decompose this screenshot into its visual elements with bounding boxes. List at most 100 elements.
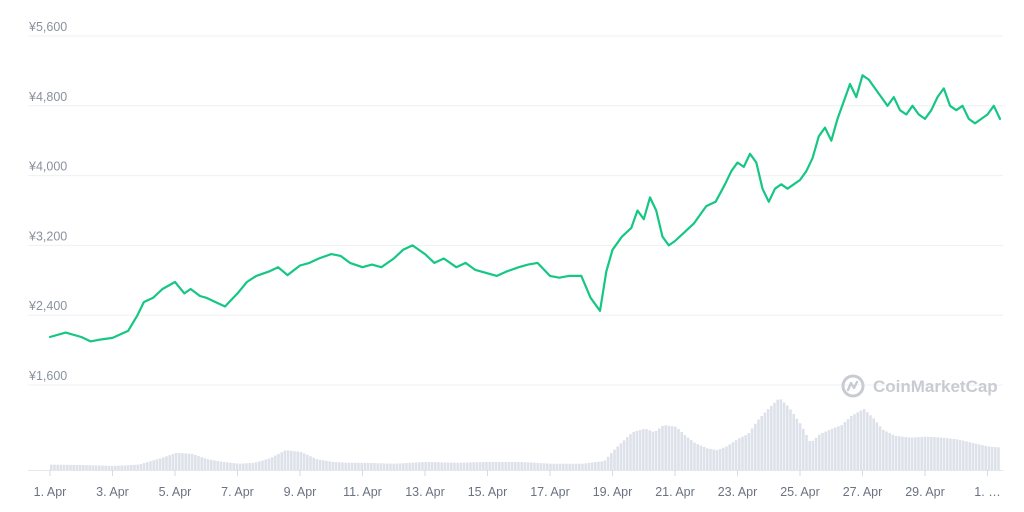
volume-bar: [670, 426, 674, 470]
volume-bar: [622, 440, 626, 470]
volume-bar: [581, 463, 584, 470]
volume-bar: [731, 442, 735, 470]
volume-bar: [472, 462, 475, 470]
volume-bar: [821, 432, 824, 470]
volume-bar: [126, 465, 130, 470]
volume-bar: [123, 465, 127, 470]
volume-bar: [386, 463, 389, 470]
volume-bar: [418, 462, 421, 470]
volume-bar: [536, 462, 539, 470]
volume-bar: [91, 465, 95, 470]
y-tick-label: ¥5,600: [28, 20, 67, 34]
volume-bar: [754, 423, 757, 470]
volume-bar: [440, 462, 443, 470]
volume-bar: [808, 441, 811, 470]
volume-bar: [728, 444, 731, 470]
volume-bar: [997, 447, 1000, 470]
volume-bar: [366, 462, 370, 470]
volume-bar: [814, 437, 818, 470]
volume-bar: [379, 463, 383, 470]
volume-bar: [837, 426, 840, 470]
volume-bar: [933, 437, 936, 470]
volume-bar: [302, 453, 306, 470]
volume-bar: [782, 402, 786, 470]
volume-bar: [917, 437, 920, 470]
volume-bar: [862, 409, 866, 470]
volume-bar: [939, 437, 943, 470]
volume-bar: [219, 461, 223, 470]
volume-bar: [56, 464, 59, 470]
volume-bar: [395, 463, 399, 470]
volume-bar: [206, 459, 210, 470]
volume-bar: [437, 462, 440, 470]
volume-bar: [488, 461, 491, 470]
volume-bar: [245, 463, 248, 470]
volume-bar: [645, 429, 648, 470]
volume-bar: [274, 455, 277, 470]
volume-bar: [962, 440, 965, 470]
volume-bar: [898, 436, 901, 470]
volume-bar: [296, 451, 299, 470]
volume-bar: [974, 443, 978, 470]
volume-bar: [210, 459, 213, 470]
volume-bar: [978, 444, 981, 470]
volume-bar: [936, 437, 939, 470]
volume-bar: [267, 458, 271, 470]
volume-bar: [648, 430, 651, 470]
volume-bar: [866, 412, 869, 470]
volume-bar: [914, 437, 917, 470]
volume-bar: [706, 448, 709, 470]
volume-bar: [984, 445, 987, 470]
volume-bar: [69, 464, 72, 470]
volume-bar: [402, 463, 405, 470]
volume-bar: [248, 463, 251, 470]
volume-bar: [446, 462, 450, 470]
x-axis-labels: 1. Apr 3. Apr 5. Apr 7. Apr 9. Apr 11. Apr 13.…: [34, 470, 1001, 499]
volume-bar: [930, 436, 933, 470]
volume-bar: [270, 457, 274, 470]
volume-bar: [888, 433, 891, 470]
volume-bar: [229, 462, 232, 470]
volume-bar: [459, 462, 463, 470]
volume-bar: [357, 462, 360, 470]
volume-bar: [232, 463, 235, 470]
volume-bar: [722, 447, 725, 470]
volume-bar: [152, 460, 155, 470]
volume-bar: [181, 453, 184, 470]
volume-bar: [824, 431, 827, 470]
volume-bar: [715, 450, 719, 470]
volume-bar: [571, 463, 575, 470]
volume-bar: [101, 465, 104, 470]
volume-bar: [258, 461, 261, 470]
volume-bar: [952, 438, 955, 470]
volume-bar: [718, 448, 722, 470]
volume-bar: [619, 443, 623, 470]
volume-bar: [942, 437, 946, 470]
volume-bar: [155, 459, 159, 470]
volume-bar: [674, 426, 677, 470]
volume-bar: [757, 419, 760, 470]
volume-bar: [741, 436, 744, 470]
volume-bar: [427, 461, 431, 470]
volume-bar: [114, 465, 117, 470]
x-tick-label: 27. Apr: [843, 485, 883, 499]
volume-bar: [213, 460, 216, 470]
volume-bar: [750, 428, 754, 470]
volume-bar: [981, 445, 984, 470]
volume-bar: [885, 431, 888, 470]
volume-bar: [654, 430, 658, 470]
volume-bar: [110, 465, 114, 470]
x-tick-label: 11. Apr: [343, 485, 382, 499]
volume-bar: [360, 462, 363, 470]
volume-bar: [853, 414, 856, 470]
volume-bar: [635, 430, 639, 470]
volume-bar: [786, 405, 789, 470]
volume-bar: [990, 446, 994, 470]
volume-bar: [965, 441, 968, 470]
volume-bar: [133, 464, 136, 470]
volume-bar: [453, 462, 456, 470]
volume-bar: [501, 461, 504, 470]
volume-bar: [149, 461, 152, 470]
volume-bar: [859, 410, 863, 470]
volume-bar: [872, 418, 875, 470]
